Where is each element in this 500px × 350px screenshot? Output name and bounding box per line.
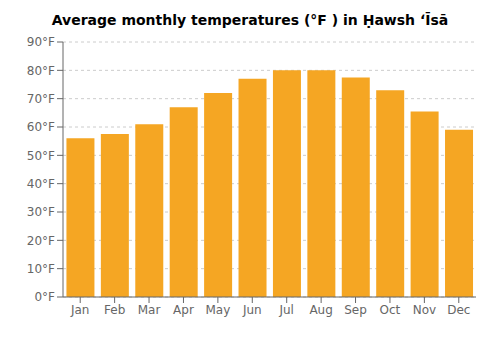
svg-text:0°F: 0°F [34, 290, 55, 304]
svg-text:Jun: Jun [242, 303, 262, 317]
svg-text:20°F: 20°F [27, 234, 55, 248]
svg-text:Dec: Dec [447, 303, 470, 317]
svg-text:Jan: Jan [70, 303, 90, 317]
svg-text:Apr: Apr [173, 303, 194, 317]
svg-text:60°F: 60°F [27, 120, 55, 134]
svg-text:Mar: Mar [138, 303, 161, 317]
svg-text:Sep: Sep [344, 303, 367, 317]
svg-text:May: May [205, 303, 230, 317]
svg-text:50°F: 50°F [27, 149, 55, 163]
svg-text:70°F: 70°F [27, 92, 55, 106]
svg-text:Aug: Aug [309, 303, 332, 317]
svg-text:Jul: Jul [278, 303, 293, 317]
svg-text:30°F: 30°F [27, 205, 55, 219]
html-text:Average monthly temperatures (: Average monthly temperatures (°F ) in Ḥa… [51, 12, 449, 28]
svg-text:Nov: Nov [413, 303, 436, 317]
svg-text:40°F: 40°F [27, 177, 55, 191]
svg-text:Oct: Oct [380, 303, 401, 317]
svg-text:80°F: 80°F [27, 64, 55, 78]
svg-text:90°F: 90°F [27, 35, 55, 49]
svg-text:10°F: 10°F [27, 262, 55, 276]
svg-text:Feb: Feb [104, 303, 125, 317]
